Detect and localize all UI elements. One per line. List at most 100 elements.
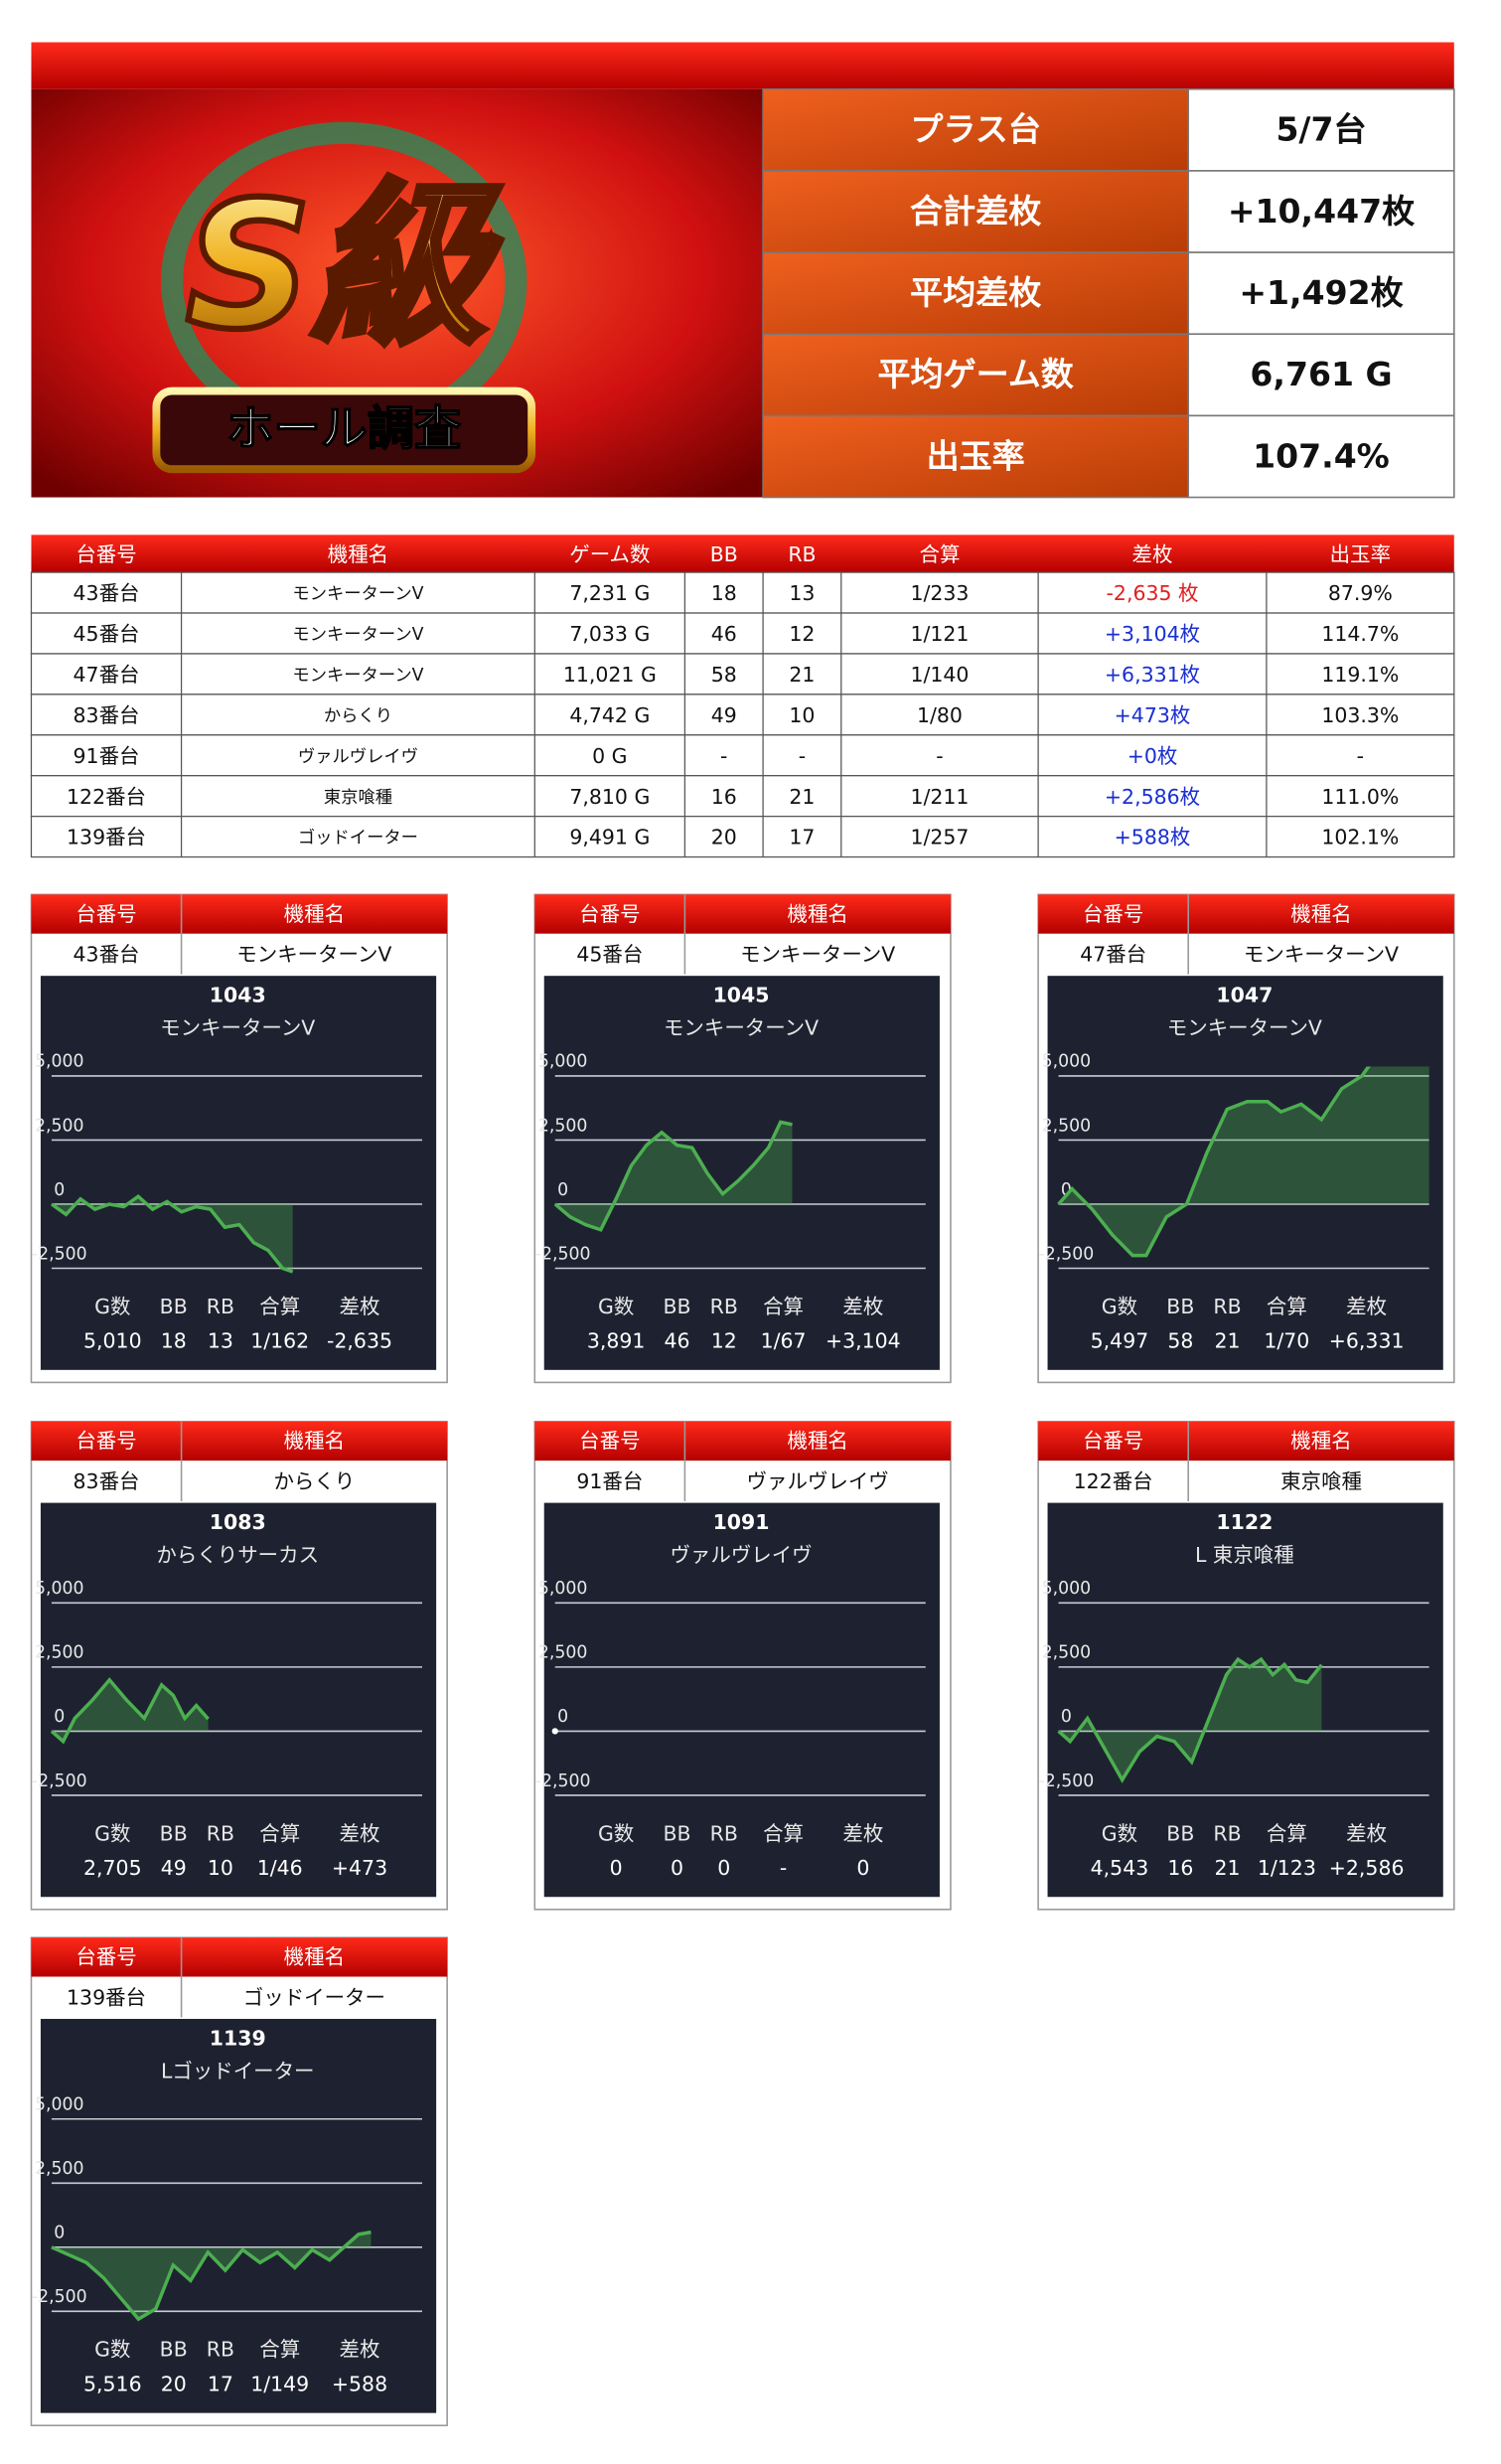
table-header: 台番号 (75, 542, 136, 566)
summary-label-cell (762, 414, 1189, 499)
logo-sub: ホール調査 (226, 401, 461, 456)
table-header: ゲーム数 (569, 542, 650, 566)
table-cell: 16 (711, 785, 737, 809)
plot (50, 1194, 294, 1274)
y-tick-label: 0 (557, 1707, 568, 1727)
stat-label: G数 (598, 1295, 634, 1318)
area (51, 1679, 209, 1742)
y-tick-label: 0 (54, 1180, 65, 1200)
machine-no: 122番台 (1074, 1469, 1153, 1493)
logo-main: S級 (186, 164, 502, 369)
chart-subtitle: モンキーターンV (1167, 1016, 1322, 1040)
card-header (31, 1421, 448, 1462)
y-tick-label: 2,500 (538, 1116, 588, 1136)
area (1058, 1659, 1322, 1780)
card-header-label: 機種名 (1290, 902, 1351, 926)
summary-value-cell (1187, 414, 1455, 499)
table-row (30, 653, 1455, 695)
table-cell: 1/257 (910, 826, 969, 849)
stat-value: 2,705 (83, 1856, 142, 1880)
table-cell: 49 (711, 703, 737, 727)
table-row (30, 693, 1455, 736)
table-cell: 13 (789, 581, 815, 605)
chart-subtitle: からくりサーカス (156, 1543, 319, 1567)
card-header-label: 機種名 (284, 902, 345, 926)
stat-label: RB (710, 1821, 738, 1845)
summary-label: 平均ゲーム数 (878, 355, 1075, 393)
y-tick-label: 2,500 (1042, 1116, 1092, 1136)
stat-value: 0 (671, 1856, 683, 1880)
summary-value: 107.4% (1253, 436, 1390, 475)
plot (1057, 1656, 1323, 1783)
stat-value: 1/46 (257, 1856, 303, 1880)
y-tick-label: -2,500 (32, 1244, 87, 1264)
stat-value: 13 (208, 1328, 233, 1352)
stat-label: 差枚 (1346, 1295, 1387, 1318)
y-tick-label: 2,500 (35, 2159, 84, 2179)
table-cell: 21 (789, 663, 815, 687)
summary-value-cell (1187, 87, 1455, 172)
stat-label: RB (207, 1295, 234, 1318)
card-header (31, 1937, 448, 1977)
card-header-label: 機種名 (284, 1945, 345, 1969)
y-tick-label: 2,500 (35, 1643, 84, 1663)
stat-value: +473 (332, 1856, 387, 1880)
table-cell: 21 (789, 785, 815, 809)
card-header-label: 台番号 (75, 902, 136, 926)
table-cell: 7,033 G (569, 622, 650, 646)
table-header: BB (710, 542, 738, 566)
chart-subtitle: Lゴッドイーター (161, 2060, 315, 2083)
summary-label: 出玉率 (927, 436, 1025, 475)
summary-label: 平均差枚 (910, 273, 1041, 312)
machine-no: 91番台 (576, 1469, 643, 1493)
card-header-label: 台番号 (579, 1429, 640, 1453)
summary-value: +1,492枚 (1239, 273, 1403, 312)
stat-value: 46 (665, 1328, 690, 1352)
stat-value: 0 (717, 1856, 730, 1880)
stat-label: BB (663, 1295, 690, 1318)
table-cell: 7,810 G (569, 785, 650, 809)
table-header: RB (788, 542, 816, 566)
chart-title: 1047 (1216, 984, 1273, 1007)
y-tick-label: -2,500 (535, 1771, 591, 1791)
line (50, 1194, 294, 1274)
area (51, 1196, 293, 1273)
stat-label: BB (160, 1821, 188, 1845)
stat-value: 12 (711, 1328, 737, 1352)
table-cell: 102.1% (1321, 826, 1399, 849)
table-cell: 4,742 G (569, 703, 650, 727)
table-cell: モンキーターンV (292, 584, 423, 604)
chart-title: 1045 (713, 984, 770, 1007)
table-cell: 1/140 (910, 663, 969, 687)
stat-label: 差枚 (340, 2338, 380, 2362)
table-cell: 7,231 G (569, 581, 650, 605)
stat-label: 合算 (1267, 1821, 1307, 1845)
table-cell: からくり (324, 706, 392, 726)
y-tick-label: -2,500 (32, 1771, 87, 1791)
stat-label: RB (207, 1821, 234, 1845)
stat-value: - (780, 1856, 787, 1880)
table-cell: ゴッドイーター (298, 828, 418, 848)
machine-no: 47番台 (1080, 943, 1146, 967)
table-cell: 10 (789, 703, 815, 727)
chart-panel (543, 976, 940, 1370)
stat-label: G数 (1102, 1295, 1137, 1318)
table-cell: 1/233 (910, 581, 969, 605)
chart-panel (1047, 976, 1443, 1370)
stat-value: 1/67 (761, 1328, 807, 1352)
card-header-label: 台番号 (75, 1945, 136, 1969)
card-header (31, 894, 448, 934)
table-cell: - (799, 744, 806, 768)
card-header-label: 台番号 (1083, 902, 1143, 926)
table-row (30, 816, 1455, 858)
card-header-label: 台番号 (1083, 1429, 1143, 1453)
card-header (1038, 894, 1454, 934)
machine-name: モンキーターンV (740, 943, 895, 967)
logo-banner (152, 386, 536, 474)
table-cell: 87.9% (1328, 581, 1393, 605)
chart-panel (1047, 1502, 1443, 1898)
table-cell: 1/211 (910, 785, 969, 809)
line (553, 1120, 793, 1232)
card-header-label: 機種名 (787, 902, 847, 926)
table-cell: 139番台 (67, 826, 146, 849)
